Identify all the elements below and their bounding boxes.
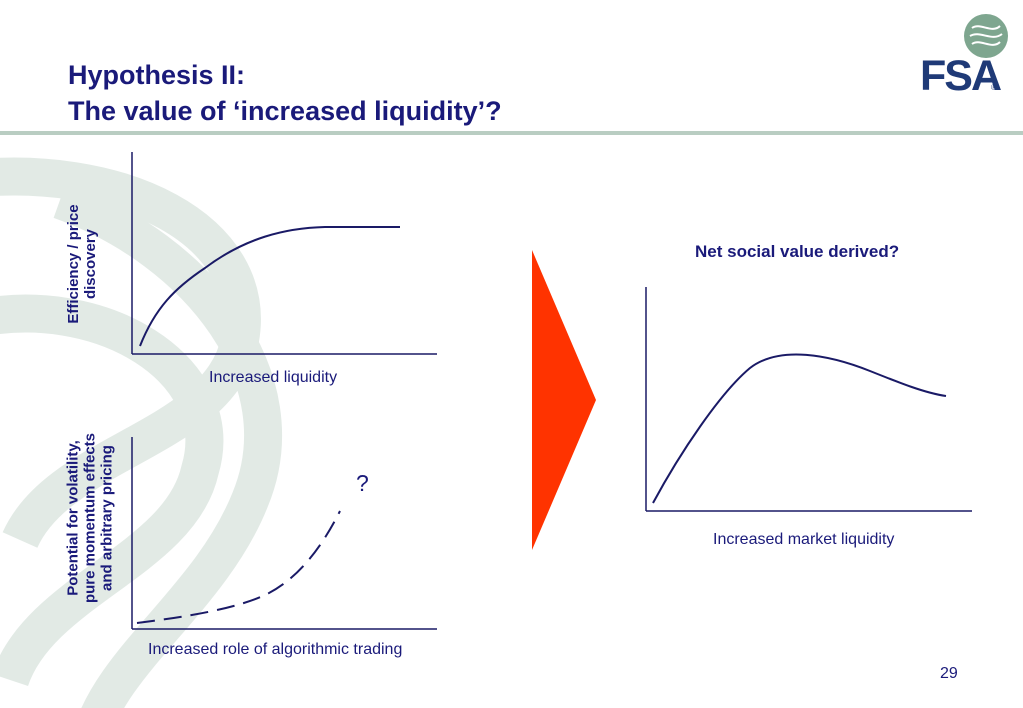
- question-annotation: ?: [356, 470, 369, 496]
- volatility-curve: [136, 510, 341, 624]
- top-left-y-label: Efficiency / price discovery: [65, 204, 99, 323]
- slide-title-line2: The value of ‘increased liquidity’?: [68, 96, 502, 126]
- fsa-emblem-icon: [964, 14, 1008, 58]
- right-chart: [645, 287, 972, 512]
- triangle-arrow-right-icon: [532, 250, 596, 550]
- top-left-x-label: Increased liquidity: [209, 369, 338, 386]
- efficiency-curve: [139, 226, 400, 347]
- bottom-left-x-label: Increased role of algorithmic trading: [148, 641, 403, 658]
- y-label-line1: Potential for volatility,: [64, 440, 82, 596]
- y-label-line2: discovery: [82, 228, 99, 300]
- slide-title-line1: Hypothesis II:: [68, 60, 246, 90]
- top-left-chart: [131, 152, 437, 355]
- right-x-label: Increased market liquidity: [713, 531, 895, 548]
- bottom-left-y-label: Potential for volatility, pure momentum …: [65, 433, 116, 603]
- fsa-logo-text: FSA: [920, 52, 1002, 100]
- watermark-swirl: [0, 157, 283, 708]
- header-divider: [0, 131, 1023, 135]
- y-label-line3: and arbitrary pricing: [98, 445, 116, 591]
- right-chart-title: Net social value derived?: [695, 242, 900, 261]
- bottom-left-chart: [131, 437, 437, 630]
- registered-mark: ®: [991, 83, 997, 92]
- y-label-line2: pure momentum effects: [81, 432, 99, 604]
- page-number: 29: [940, 665, 958, 682]
- y-label-line1: Efficiency / price: [65, 204, 82, 324]
- net-value-curve: [652, 353, 947, 504]
